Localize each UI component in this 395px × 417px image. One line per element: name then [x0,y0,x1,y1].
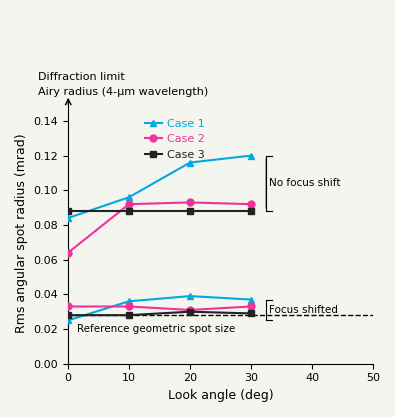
Text: Focus shifted: Focus shifted [269,305,338,315]
Text: No focus shift: No focus shift [269,178,341,188]
Legend: Case 1, Case 2, Case 3: Case 1, Case 2, Case 3 [141,114,210,164]
Text: Reference geometric spot size: Reference geometric spot size [77,324,235,334]
Y-axis label: Rms angular spot radius (mrad): Rms angular spot radius (mrad) [15,134,28,334]
Text: Airy radius (4-μm wavelength): Airy radius (4-μm wavelength) [38,87,208,97]
Text: Diffraction limit: Diffraction limit [38,73,124,82]
X-axis label: Look angle (deg): Look angle (deg) [168,389,273,402]
